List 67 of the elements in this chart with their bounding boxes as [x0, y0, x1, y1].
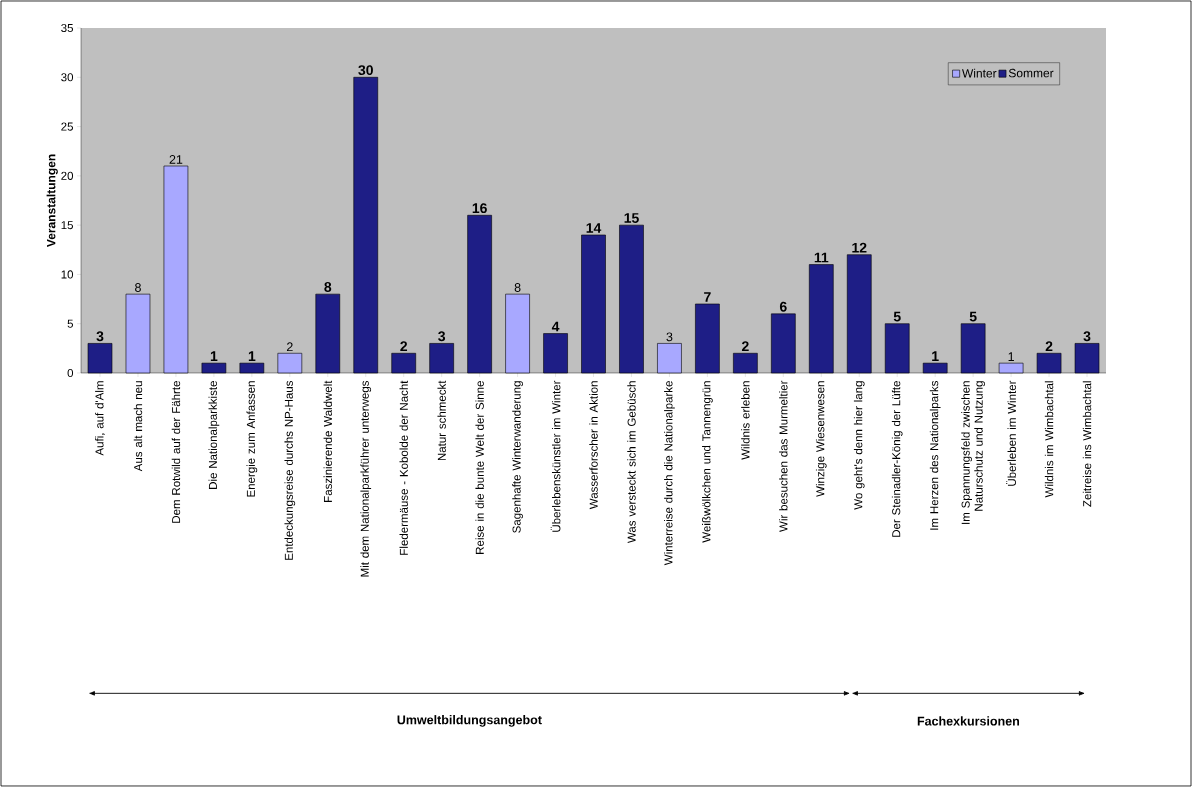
x-tick-label: Reise in die bunte Welt der Sinne	[475, 381, 484, 554]
data-label: 6	[779, 301, 787, 312]
x-tick-label: Sagenhafte Winterwanderung	[512, 381, 523, 533]
x-tick-label: Wildnis erleben	[741, 381, 750, 460]
x-tick-label: Dem Rotwild auf der Fährte	[171, 381, 181, 523]
x-tick-label: Im Herzen des Nationalparks	[929, 380, 941, 530]
data-label: 1	[210, 351, 218, 361]
x-tick-label: Entdeckungsreise durchs NP-Haus	[284, 380, 296, 560]
data-label: 11	[814, 252, 829, 263]
data-label: 7	[704, 292, 711, 302]
x-tick-label: Wildnis im Wimbachtal	[1044, 381, 1054, 498]
y-tick-label: 25	[61, 122, 74, 131]
data-label: 2	[1045, 341, 1053, 352]
data-label: 16	[472, 203, 487, 214]
x-tick-label: Faszinierende Waldwelt	[323, 380, 332, 502]
data-label: 3	[96, 331, 104, 342]
y-tick-label: 30	[61, 73, 74, 82]
data-label: 21	[169, 155, 183, 164]
data-label: 8	[514, 283, 521, 292]
y-tick-label: 15	[61, 221, 74, 230]
data-label: 2	[286, 342, 293, 352]
data-label: 1	[932, 351, 939, 361]
y-tick-label: 20	[61, 171, 74, 180]
legend-label: Winter	[962, 68, 997, 78]
x-tick-label: Fledermäuse - Kobolde der Nacht	[399, 380, 408, 555]
data-label: 8	[324, 282, 332, 292]
x-tick-label: Zeitreise ins Wimbachtal	[1082, 381, 1092, 507]
x-tick-label: Wasserforscher in Aktion	[589, 381, 598, 510]
x-tick-label: Überlebenskünstler im Winter	[550, 380, 561, 532]
y-axis-title: Veranstaltungen	[46, 154, 58, 248]
y-tick-label: 35	[61, 23, 74, 33]
data-label: 12	[852, 242, 867, 253]
x-tick-label: Winzige Wiesenwesen	[815, 381, 827, 497]
x-tick-label: Mit dem Nationalparkführer unterwegs	[360, 380, 372, 577]
x-tick-label: Wo geht's denn hier lang	[853, 381, 865, 510]
data-label: 8	[135, 283, 141, 292]
x-tick-label: Überleben im Winter	[1006, 380, 1016, 486]
x-tick-label: Aufi, auf d'Alm	[95, 381, 105, 456]
y-tick-label: 5	[67, 319, 74, 328]
x-tick-label: Der Steinadler-König der Lüfte	[891, 381, 903, 537]
x-tick-label: Natur schmeckt	[437, 380, 446, 461]
data-label: 2	[400, 341, 408, 352]
data-label: 5	[893, 311, 901, 322]
data-label: 15	[624, 213, 639, 223]
data-label: 4	[551, 321, 560, 332]
data-label: 1	[1008, 352, 1014, 361]
data-label: 1	[248, 351, 256, 361]
x-tick-label: Im Spannungsfeld zwischen Naturschutz und Nutzung	[961, 381, 985, 524]
x-tick-label: Weißwölkchen und Tannengrün	[702, 381, 713, 543]
data-label: 3	[666, 332, 673, 342]
x-tick-label: Was versteckt sich im Gebüsch	[627, 381, 636, 544]
x-tick-label: Wir besuchen das Murmeltier	[779, 380, 788, 532]
data-label: 5	[969, 311, 977, 322]
data-label: 2	[741, 341, 749, 352]
x-tick-label: Winterreise durch die Nationalparke	[664, 381, 675, 566]
data-label: 3	[1083, 331, 1091, 342]
data-label: 14	[586, 223, 602, 233]
data-label: 30	[358, 65, 373, 76]
x-tick-label: Energie zum Anfassen	[246, 381, 258, 497]
y-tick-label: 0	[67, 368, 74, 378]
data-label: 3	[438, 331, 446, 342]
y-tick-label: 10	[61, 270, 74, 279]
legend-label: Sommer	[1008, 68, 1054, 78]
text: Fachexkursionen	[917, 716, 1020, 726]
text: Umweltbildungsangebot	[397, 715, 542, 727]
x-tick-label: Die Nationalparkkiste	[208, 381, 220, 489]
x-tick-label: Aus alt mach neu	[133, 381, 143, 472]
